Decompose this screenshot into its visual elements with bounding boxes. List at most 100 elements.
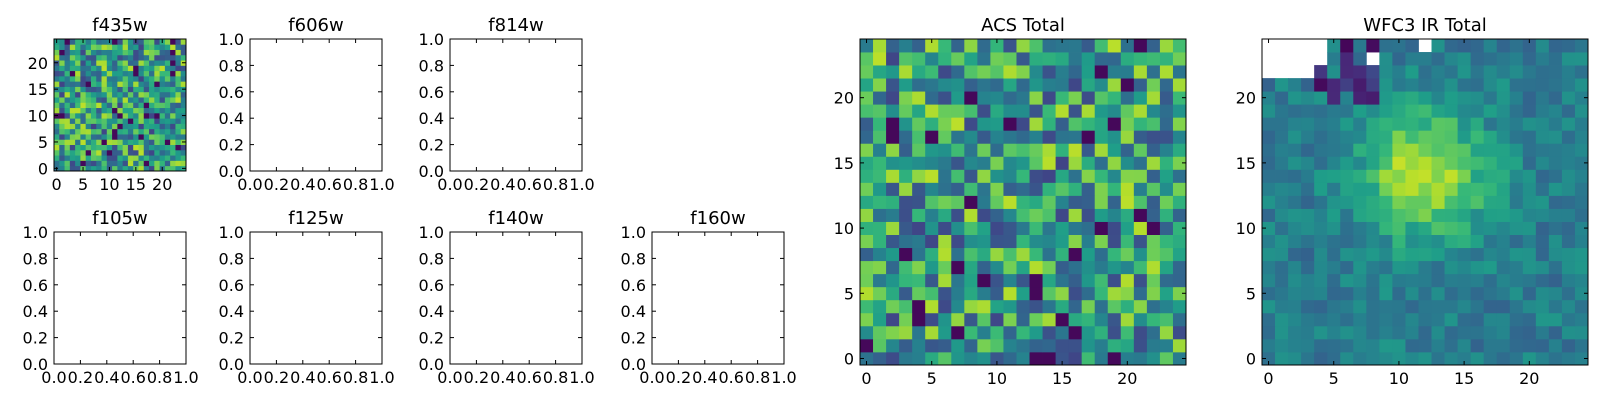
- image-pixel: [1483, 221, 1498, 235]
- image-pixel: [1081, 208, 1096, 222]
- image-pixel: [143, 102, 150, 109]
- image-pixel: [925, 260, 939, 275]
- image-pixel: [96, 75, 102, 82]
- image-pixel: [1288, 351, 1302, 366]
- image-pixel: [133, 97, 139, 103]
- image-pixel: [101, 165, 108, 172]
- image-pixel: [925, 91, 939, 105]
- image-pixel: [1068, 130, 1083, 144]
- image-pixel: [1327, 338, 1341, 353]
- image-pixel: [106, 128, 113, 135]
- x-tick-label: 0.2: [68, 368, 93, 387]
- image-pixel: [1366, 208, 1380, 222]
- image-pixel: [1483, 260, 1498, 275]
- image-pixel: [1016, 286, 1030, 301]
- image-pixel: [1366, 169, 1380, 183]
- image-pixel: [886, 260, 900, 275]
- image-pixel: [138, 65, 145, 72]
- x-tick-label: 10: [987, 369, 1007, 388]
- image-pixel: [1340, 208, 1354, 222]
- image-pixel: [1366, 221, 1380, 235]
- image-pixel: [1405, 234, 1419, 249]
- subplot-title: f125w: [288, 208, 343, 229]
- image-pixel: [54, 54, 60, 61]
- image-pixel: [154, 165, 160, 172]
- image-pixel: [133, 86, 139, 93]
- image-pixel: [64, 44, 71, 50]
- image-pixel: [951, 260, 965, 275]
- image-pixel: [133, 81, 139, 87]
- image-pixel: [1003, 299, 1017, 314]
- image-pixel: [951, 169, 965, 183]
- image-pixel: [1003, 312, 1017, 327]
- image-pixel: [1003, 351, 1017, 366]
- axes-frame: [449, 38, 583, 172]
- image-pixel: [964, 286, 978, 301]
- image-pixel: [1068, 91, 1083, 105]
- image-pixel: [1470, 104, 1485, 118]
- image-pixel: [127, 102, 134, 109]
- image-pixel: [1574, 78, 1589, 92]
- image-pixel: [1535, 325, 1550, 340]
- image-pixel: [1327, 208, 1341, 222]
- image-pixel: [1055, 286, 1070, 301]
- image-pixel: [85, 75, 92, 82]
- image-pixel: [180, 160, 187, 167]
- image-pixel: [912, 260, 926, 275]
- image-pixel: [80, 97, 87, 103]
- image-pixel: [143, 165, 150, 172]
- image-pixel: [1561, 325, 1576, 340]
- image-pixel: [977, 221, 991, 235]
- image-pixel: [159, 144, 166, 151]
- image-pixel: [977, 39, 991, 53]
- image-pixel: [1561, 299, 1576, 314]
- image-pixel: [990, 260, 1004, 275]
- image-pixel: [1340, 91, 1354, 105]
- image-pixel: [1496, 234, 1511, 249]
- image-pixel: [112, 102, 118, 109]
- image-pixel: [106, 123, 113, 130]
- image-pixel: [143, 91, 150, 98]
- image-pixel: [1262, 325, 1276, 340]
- image-pixel: [1081, 338, 1096, 353]
- image-pixel: [1327, 312, 1341, 327]
- image-pixel: [1301, 351, 1315, 366]
- image-pixel: [1042, 156, 1056, 170]
- image-pixel: [1081, 299, 1096, 314]
- y-tick-label: 0.0: [621, 355, 646, 374]
- image-pixel: [1029, 169, 1043, 183]
- image-pixel: [1301, 234, 1315, 249]
- x-tick-label: 0.0: [237, 368, 262, 387]
- image-pixel: [117, 86, 124, 93]
- image-pixel: [122, 44, 129, 50]
- image-pixel: [1340, 260, 1354, 275]
- image-pixel: [1146, 182, 1161, 196]
- image-pixel: [1107, 156, 1122, 170]
- image-pixel: [1094, 273, 1109, 288]
- image-pixel: [96, 112, 102, 119]
- image-pixel: [1146, 247, 1161, 262]
- y-tick-label: 0.2: [419, 329, 444, 348]
- image-pixel: [69, 97, 76, 103]
- image-pixel: [1444, 130, 1458, 144]
- image-pixel: [1509, 234, 1524, 249]
- image-pixel: [1574, 91, 1589, 105]
- image-pixel: [1003, 169, 1017, 183]
- image-pixel: [85, 112, 92, 119]
- image-pixel: [873, 260, 887, 275]
- image-pixel: [80, 149, 87, 156]
- image-pixel: [1574, 299, 1589, 314]
- image-pixel: [1457, 143, 1472, 157]
- image-pixel: [1431, 273, 1445, 288]
- image-pixel: [1094, 312, 1109, 327]
- image-pixel: [1457, 338, 1472, 353]
- image-pixel: [159, 75, 166, 82]
- image-pixel: [925, 143, 939, 157]
- image-pixel: [925, 221, 939, 235]
- image-pixel: [1314, 299, 1328, 314]
- image-pixel: [1496, 65, 1511, 79]
- image-pixel: [1262, 208, 1276, 222]
- image-pixel: [1133, 78, 1148, 92]
- image-pixel: [1314, 234, 1328, 249]
- image-pixel: [1366, 117, 1380, 131]
